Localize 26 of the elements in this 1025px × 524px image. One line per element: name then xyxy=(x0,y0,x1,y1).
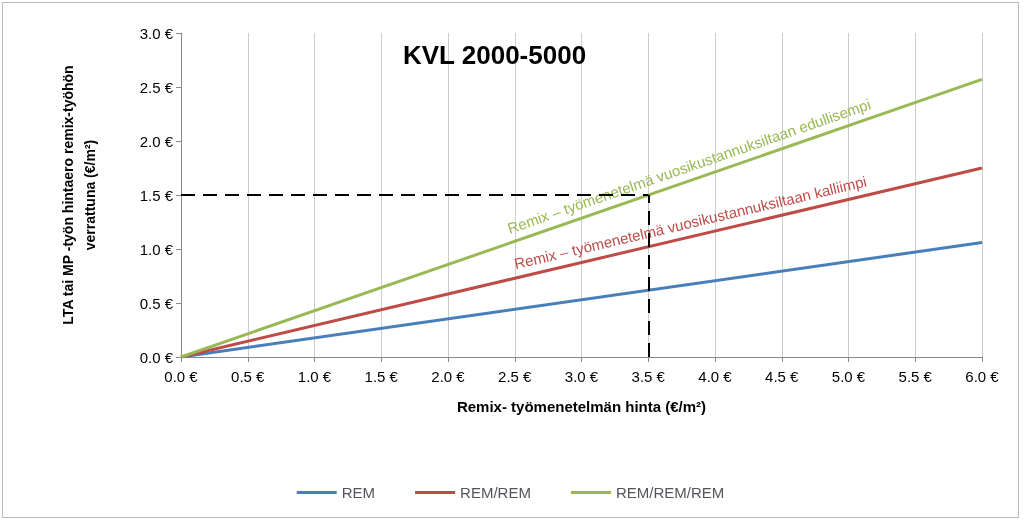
y-tick-label: 1.0 € xyxy=(139,240,174,258)
x-axis-title: Remix- työmenetelmän hinta (€/m²) xyxy=(456,398,707,415)
y-tick-label: 0.5 € xyxy=(139,294,174,312)
x-tick-label: 4.5 € xyxy=(765,368,800,385)
y-tick-label: 2.5 € xyxy=(139,78,174,96)
x-tick-label: 2.5 € xyxy=(498,368,533,385)
x-tick-label: 6.0 € xyxy=(965,368,1000,385)
y-tick-label: 2.0 € xyxy=(139,132,174,150)
legend-label: REM xyxy=(341,484,376,501)
y-axis-title: LTA tai MP -työn hintaero remix-työhön verrattuna (€/m²) xyxy=(60,65,98,325)
y-tick-label: 0.0 € xyxy=(139,348,174,366)
legend-label: REM/REM/REM xyxy=(615,484,725,501)
x-tick-label: 1.5 € xyxy=(364,368,399,385)
legend-label: REM/REM xyxy=(460,484,531,501)
x-tick-label: 2.0 € xyxy=(431,368,466,385)
x-tick-label: 1.0 € xyxy=(297,368,332,385)
x-tick-label: 0.0 € xyxy=(164,368,199,385)
x-tick-label: 5.5 € xyxy=(898,368,933,385)
x-tick-label: 3.5 € xyxy=(631,368,666,385)
x-tick-label: 4.0 € xyxy=(698,368,733,385)
x-tick-label: 3.0 € xyxy=(564,368,599,385)
chart-title: KVL 2000-5000 xyxy=(403,40,587,70)
y-tick-label: 3.0 € xyxy=(139,24,174,42)
x-tick-label: 0.5 € xyxy=(231,368,266,385)
x-tick-label: 5.0 € xyxy=(831,368,866,385)
y-tick-label: 1.5 € xyxy=(139,186,174,204)
